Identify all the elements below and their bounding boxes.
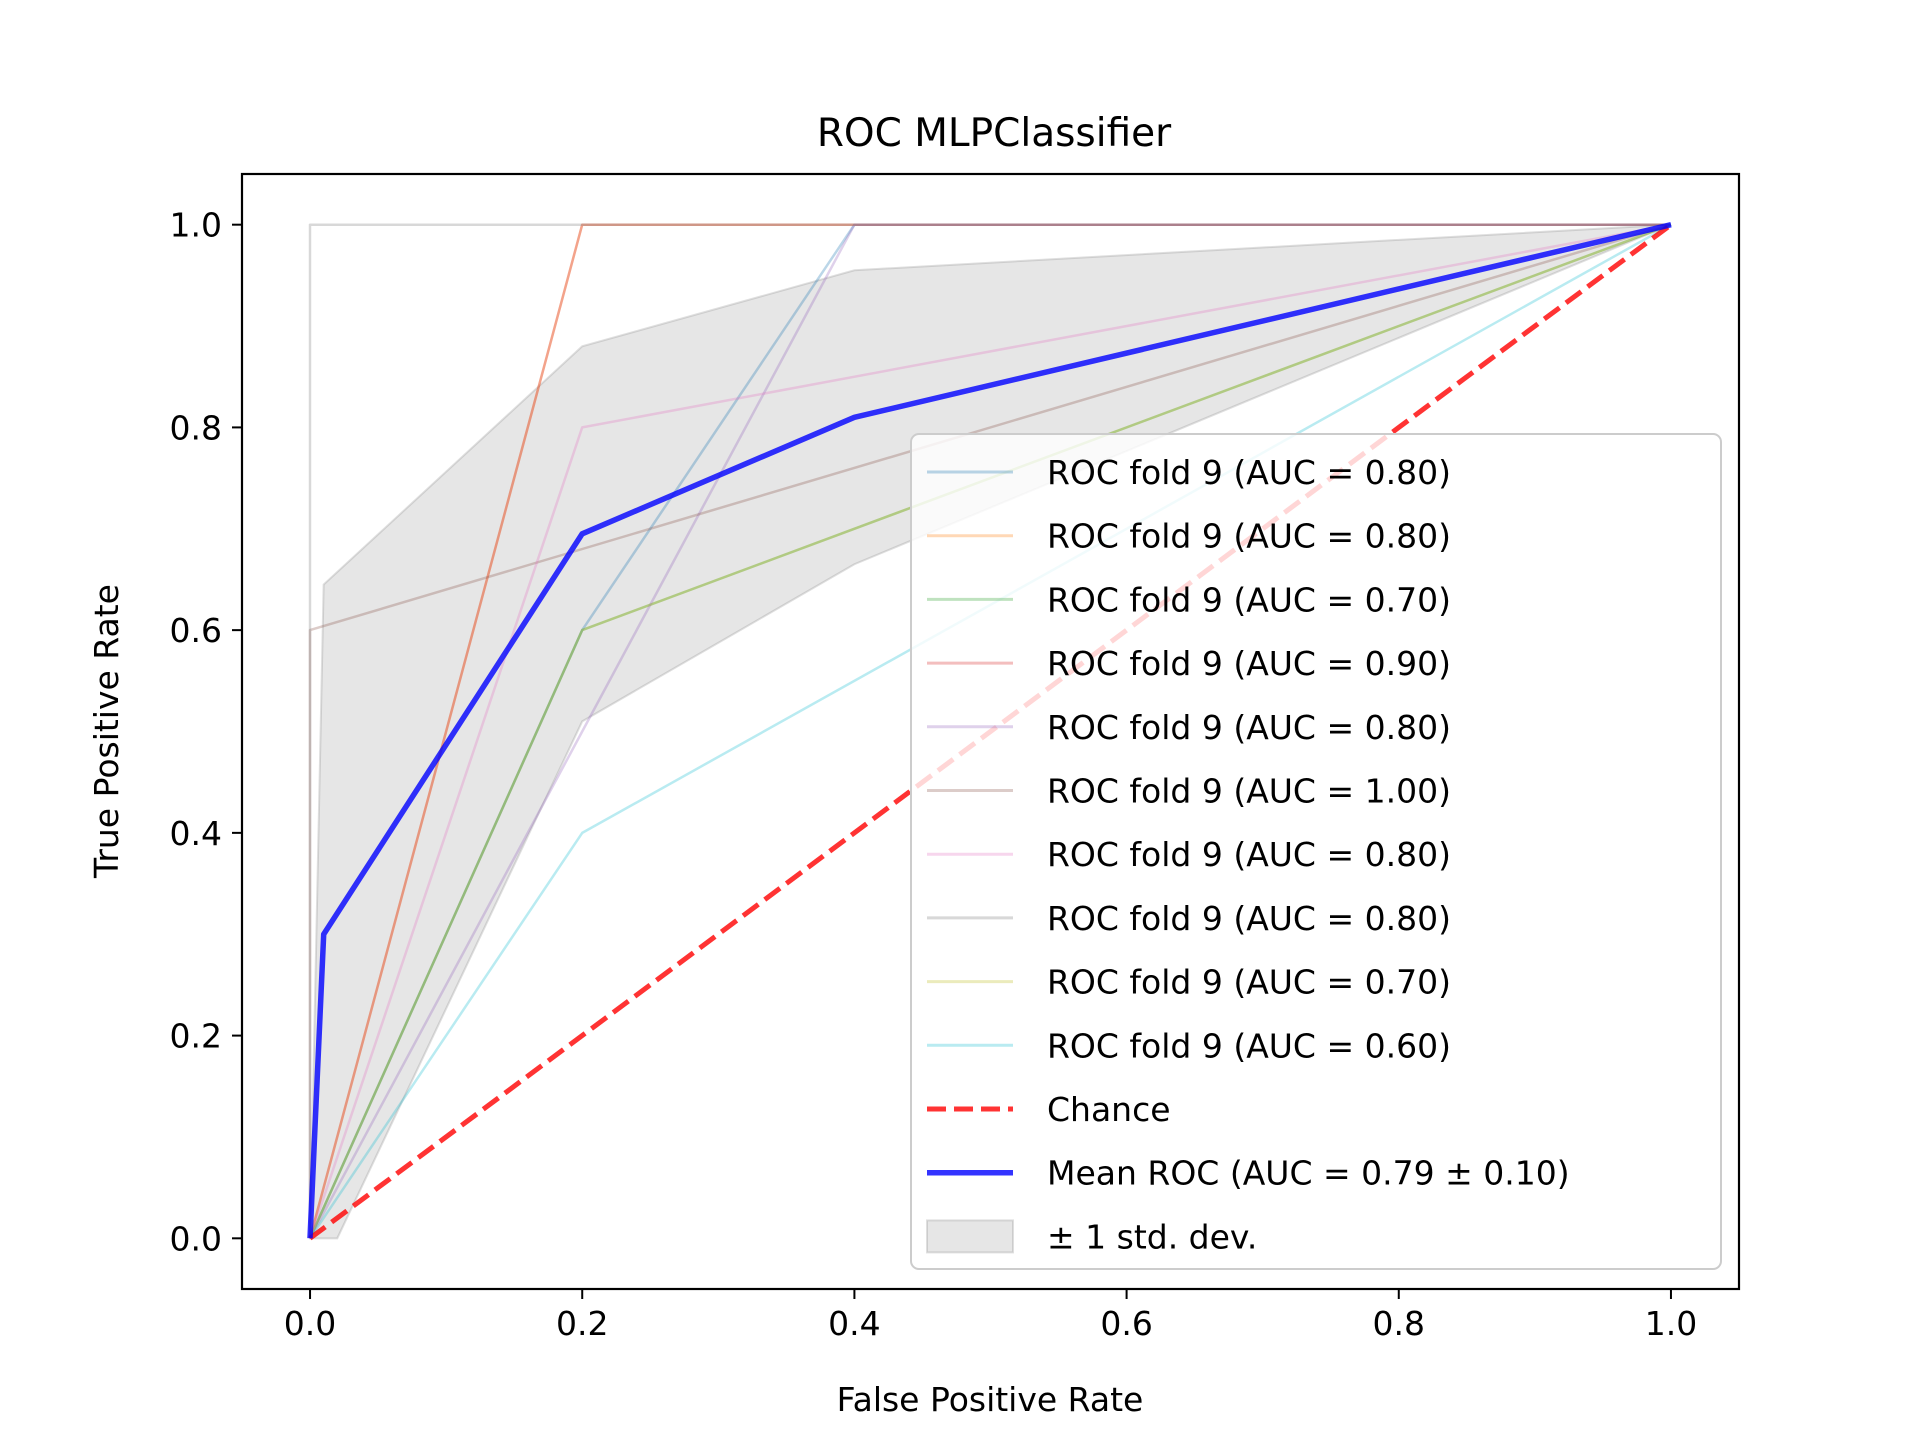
series-line-6 xyxy=(308,223,1672,1239)
legend-label: ROC fold 9 (AUC = 0.60) xyxy=(1047,1026,1451,1065)
x-tick-label: 0.4 xyxy=(828,1304,880,1343)
x-tick-label: 1.0 xyxy=(1645,1304,1697,1343)
axes-frame xyxy=(240,172,1741,1291)
x-axis-label: False Positive Rate xyxy=(837,1380,1144,1419)
legend-label: ROC fold 9 (AUC = 0.80) xyxy=(1047,453,1451,492)
y-tick-label: 0.2 xyxy=(170,1017,222,1056)
y-tick-label: 0.6 xyxy=(170,611,222,650)
legend-label: ROC fold 9 (AUC = 0.80) xyxy=(1047,517,1451,556)
series-line-1 xyxy=(308,223,1671,1239)
chart-title: ROC MLPClassifier xyxy=(817,111,1172,156)
series-line-8 xyxy=(308,223,1672,1239)
series-line-5 xyxy=(308,223,1672,1239)
legend-label: ROC fold 9 (AUC = 0.80) xyxy=(1047,835,1451,874)
legend-label: ± 1 std. dev. xyxy=(1047,1217,1257,1256)
series-line-2 xyxy=(308,223,1672,1239)
y-axis-label: True Positive Rate xyxy=(87,584,126,879)
legend-swatch xyxy=(926,1219,1014,1254)
legend-label: Mean ROC (AUC = 0.79 ± 0.10) xyxy=(1047,1154,1570,1193)
y-tick-label: 0.8 xyxy=(170,408,222,447)
legend-label: ROC fold 9 (AUC = 0.70) xyxy=(1047,963,1451,1002)
legend-label: ROC fold 9 (AUC = 0.90) xyxy=(1047,644,1451,683)
x-tick-label: 0.2 xyxy=(556,1304,608,1343)
x-tick-label: 0.0 xyxy=(284,1304,336,1343)
legend-label: ROC fold 9 (AUC = 0.80) xyxy=(1047,708,1451,747)
legend-label: ROC fold 9 (AUC = 1.00) xyxy=(1047,772,1451,811)
axis-ticks: 0.0 0.2 0.4 0.6 0.8 1.0 0.0 0.2 0.4 0.6 0.8 1.0 xyxy=(170,206,1698,1343)
series-line-3 xyxy=(308,223,1671,1239)
y-tick-label: 1.0 xyxy=(170,206,222,245)
x-tick-label: 0.8 xyxy=(1373,1304,1425,1343)
legend-label: ROC fold 9 (AUC = 0.70) xyxy=(1047,580,1451,619)
x-tick-label: 0.6 xyxy=(1100,1304,1152,1343)
legend-label: ROC fold 9 (AUC = 0.80) xyxy=(1047,899,1451,938)
y-tick-label: 0.0 xyxy=(170,1219,222,1258)
legend-box xyxy=(910,433,1722,1270)
plot-area xyxy=(307,222,1673,1241)
legend-label: Chance xyxy=(1047,1090,1171,1129)
series-line-0 xyxy=(308,223,1671,1239)
series-line-9 xyxy=(308,223,1672,1239)
series-line-7 xyxy=(308,223,1671,1239)
y-tick-label: 0.4 xyxy=(170,814,222,853)
series-line-11 xyxy=(307,222,1672,1239)
legend: ROC fold 9 (AUC = 0.80) ROC fold 9 (AUC =… xyxy=(910,433,1722,1270)
